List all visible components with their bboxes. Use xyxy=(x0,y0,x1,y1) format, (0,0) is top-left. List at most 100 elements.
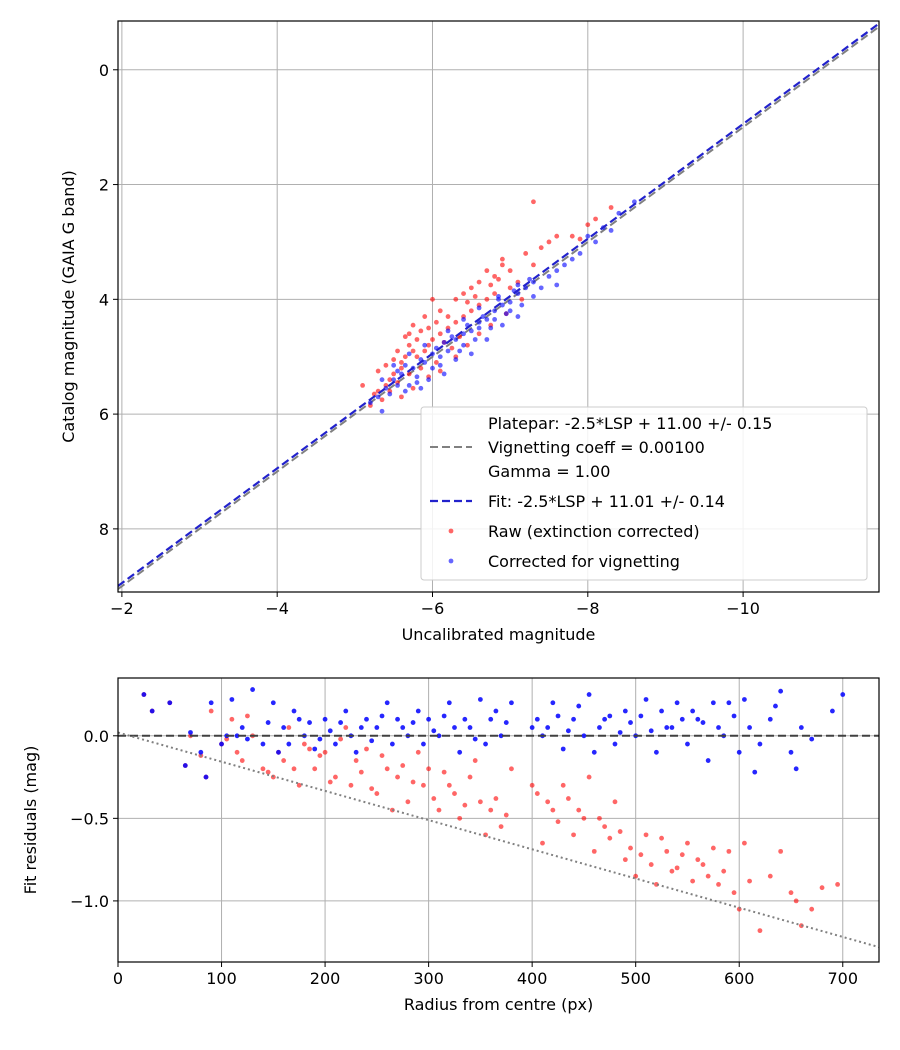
raw-residual-point xyxy=(731,890,737,896)
raw-residual-point xyxy=(472,758,478,763)
corrected-point xyxy=(569,256,575,262)
corrected-residual-point xyxy=(695,716,701,722)
raw-residual-point xyxy=(586,774,592,780)
corrected-residual-point xyxy=(239,725,245,730)
raw-point xyxy=(422,314,428,319)
raw-residual-point xyxy=(576,807,582,813)
raw-point xyxy=(399,365,404,371)
corrected-residual-point xyxy=(571,716,576,722)
corrected-point xyxy=(387,391,393,397)
raw-point xyxy=(488,282,494,288)
raw-residual-point xyxy=(358,769,364,775)
plot-frame xyxy=(117,677,880,963)
corrected-point xyxy=(367,400,373,406)
corrected-point xyxy=(468,328,474,334)
corrected-point xyxy=(488,325,494,331)
raw-residual-point xyxy=(343,725,349,730)
corrected-point xyxy=(484,317,490,322)
corrected-residual-point xyxy=(607,713,613,719)
corrected-residual-point xyxy=(788,749,794,755)
corrected-residual-point xyxy=(338,720,344,725)
x-axis-label: Radius from centre (px) xyxy=(404,995,593,1014)
raw-point xyxy=(410,385,416,391)
raw-point xyxy=(449,345,455,351)
legend: Platepar: -2.5*LSP + 11.00 +/- 0.15 Vigne… xyxy=(420,406,868,581)
raw-point xyxy=(519,296,525,302)
raw-point xyxy=(410,322,416,328)
corrected-point xyxy=(449,334,455,340)
raw-residual-point xyxy=(353,758,359,763)
raw-residual-point xyxy=(291,766,297,772)
x-tick-label: 500 xyxy=(620,969,651,988)
raw-point xyxy=(360,383,366,388)
corrected-point xyxy=(492,308,498,314)
corrected-point xyxy=(503,311,509,317)
corrected-point xyxy=(391,377,397,383)
x-tick-label: −4 xyxy=(265,599,289,618)
corrected-residual-point xyxy=(669,725,675,730)
raw-point xyxy=(476,279,482,285)
corrected-point xyxy=(585,233,591,239)
corrected-point xyxy=(461,342,466,348)
corrected-residual-point xyxy=(612,741,618,747)
corrected-residual-point xyxy=(384,700,390,706)
corrected-residual-point xyxy=(291,708,297,714)
corrected-residual-point xyxy=(659,708,664,714)
raw-point xyxy=(465,342,470,348)
raw-point xyxy=(465,299,470,305)
corrected-residual-point xyxy=(441,713,447,719)
raw-point xyxy=(399,360,404,365)
corrected-residual-point xyxy=(260,741,266,747)
raw-point xyxy=(476,331,482,337)
raw-point xyxy=(383,362,389,368)
raw-point xyxy=(492,291,498,296)
corrected-residual-point xyxy=(534,716,540,722)
raw-residual-point xyxy=(809,906,815,912)
corrected-residual-point xyxy=(296,716,302,722)
raw-point xyxy=(437,368,443,374)
corrected-point xyxy=(593,239,598,245)
raw-residual-point xyxy=(778,848,784,854)
raw-residual-point xyxy=(565,796,571,801)
corrected-residual-point xyxy=(452,725,457,730)
raw-residual-point xyxy=(664,848,670,854)
corrected-residual-point xyxy=(560,746,566,752)
corrected-residual-point xyxy=(793,766,799,772)
y-axis-label: Catalog magnitude (GAIA G band) xyxy=(59,170,78,442)
corrected-residual-point xyxy=(472,736,478,742)
corrected-residual-point xyxy=(389,741,395,747)
corrected-residual-point xyxy=(353,749,359,755)
raw-residual-point xyxy=(415,749,421,755)
raw-point xyxy=(391,371,397,377)
corrected-residual-point xyxy=(457,749,463,755)
raw-point xyxy=(430,337,435,342)
raw-point xyxy=(418,328,424,334)
corrected-residual-point xyxy=(778,688,784,694)
y-tick-label: 6 xyxy=(99,405,109,424)
corrected-point xyxy=(492,317,498,322)
raw-residual-point xyxy=(426,766,432,772)
corrected-residual-point xyxy=(167,700,173,706)
corrected-residual-point xyxy=(503,720,509,725)
raw-residual-point xyxy=(540,840,545,846)
corrected-residual-point xyxy=(234,733,240,739)
raw-residual-point xyxy=(648,862,654,867)
raw-point xyxy=(430,296,435,302)
raw-residual-point xyxy=(602,824,608,830)
corrected-residual-point xyxy=(270,700,276,706)
corrected-residual-point xyxy=(628,720,633,725)
raw-residual-point xyxy=(545,799,551,805)
legend-raw-swatch xyxy=(448,528,454,534)
corrected-point xyxy=(379,408,385,414)
corrected-point xyxy=(554,282,560,288)
corrected-residual-point xyxy=(343,708,349,714)
corrected-residual-point xyxy=(591,749,597,755)
raw-residual-point xyxy=(364,746,369,752)
corrected-residual-point xyxy=(149,708,155,714)
raw-residual-point xyxy=(695,857,701,863)
raw-residual-point xyxy=(747,878,752,884)
corrected-point xyxy=(507,308,513,314)
legend-raw-label: Raw (extinction corrected) xyxy=(488,522,700,541)
corrected-point xyxy=(457,348,463,354)
